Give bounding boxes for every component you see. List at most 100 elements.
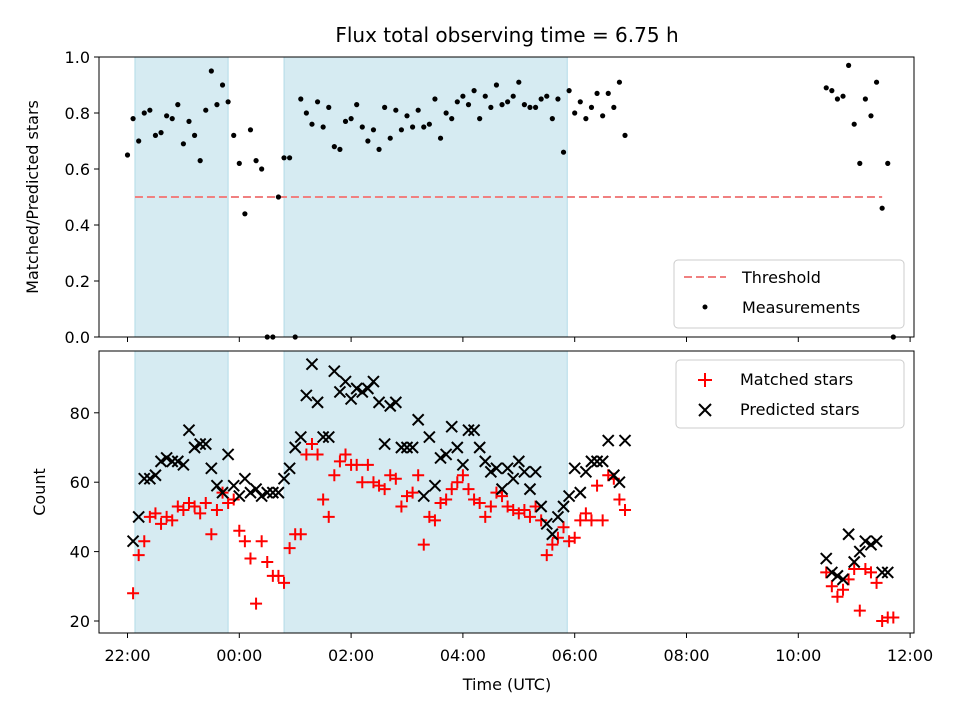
predicted-star-point [154,455,168,468]
measurement-point [460,93,466,99]
matched-star-point [339,448,352,461]
top-y-axis-label: Matched/Predicted stars [23,100,42,294]
matched-star-point [250,597,263,610]
measurement-point [600,113,606,119]
matched-star-point [887,611,900,624]
xtick-label: 06:00 [552,646,598,665]
bottom-shaded-interval-1 [283,350,568,634]
measurement-point [242,211,248,217]
measurement-point [354,102,360,108]
predicted-star-point [395,441,408,454]
matched-star-point [864,566,877,579]
matched-star-point [417,538,430,551]
predicted-star-point [188,441,201,454]
matched-star-point [619,503,632,516]
measurement-point [376,146,382,152]
predicted-star-point [344,392,358,406]
predicted-star-point [339,375,352,388]
matched-star-point [406,486,419,499]
matched-star-point [294,528,307,541]
predicted-star-point [126,534,140,548]
predicted-star-point [473,441,486,454]
matched-star-point [132,549,145,562]
measurement-point [823,85,829,91]
measurement-point [611,104,617,110]
predicted-star-point [495,482,509,496]
predicted-star-point [456,458,470,472]
matched-star-point [484,500,497,513]
bottom-shaded-interval-0 [134,350,229,634]
predicted-star-point [400,441,414,454]
measurement-point [147,107,153,113]
measurement-point [488,104,494,110]
predicted-star-point [467,423,481,437]
bottom-axes: 20 40 60 80 22:00 00:00 02:00 04:00 06:00 08:00 10… [70,404,934,665]
measurement-point [544,93,550,99]
matched-star-point [540,549,553,562]
matched-star-point [166,514,179,527]
measurement-point [393,107,399,113]
measurement-point [521,102,527,108]
top-chart-title: Flux total observing time = 6.75 h [335,23,678,47]
measurement-point [365,138,371,144]
matched-star-point [412,469,425,482]
predicted-star-point [255,489,268,503]
matched-star-point [227,493,240,506]
predicted-star-point [836,573,850,586]
predicted-star-point [618,434,632,447]
predicted-star-point [199,437,212,451]
predicted-star-point [316,430,330,444]
measurement-point [443,110,449,116]
predicted-star-point [820,552,833,565]
measurement-point [482,93,488,99]
predicted-star-point [384,399,397,413]
predicted-star-point [507,472,520,485]
measurement-point [231,132,237,138]
measurement-point [281,155,287,161]
predicted-star-point [881,566,894,579]
measurement-point [605,90,611,96]
matched-star-point [585,514,598,527]
measurement-point [622,132,628,138]
matched-star-point [278,576,291,589]
predicted-star-point [590,455,604,468]
xtick-label: 10:00 [775,646,821,665]
measurement-point [879,205,885,211]
predicted-star-point [451,441,464,454]
predicted-star-point [825,566,839,579]
matched-star-point [199,497,212,510]
measurements-legend-marker [702,304,708,310]
measurement-point [331,144,337,150]
measurement-point [555,96,561,102]
matched-star-point [188,500,201,513]
measurement-point [225,99,231,105]
top-legend-box [673,259,905,329]
bottom-y-axis-label: Count [30,468,49,516]
measurement-point [130,116,136,122]
predicted-star-point [439,448,453,461]
measurement-point [141,110,147,116]
measurement-point [342,118,349,124]
measurement-point [219,82,226,88]
matched-star-point [389,472,402,485]
predicted-star-point [378,437,391,451]
matched-star-point [300,448,313,461]
measurement-point [253,158,259,164]
matched-star-point [557,521,570,534]
measurement-point [873,79,880,85]
predicted-star-point [350,382,363,395]
top-axes: 0.0 0.2 0.4 0.6 0.8 1.0 [65,48,911,347]
matched-star-point [322,510,335,523]
predicted-star-point [853,545,866,558]
matched-star-point [535,514,548,527]
matched-star-point [462,483,475,496]
measurement-point [303,110,309,116]
top-plot-marks [124,62,896,340]
measurement-point [560,149,567,155]
matched-legend-label: Matched stars [740,370,853,389]
predicted-star-point [216,486,229,499]
x-axis-label: Time (UTC) [462,675,551,694]
measurement-point [465,102,472,108]
measurement-point [191,132,198,138]
matched-star-point [138,535,151,548]
